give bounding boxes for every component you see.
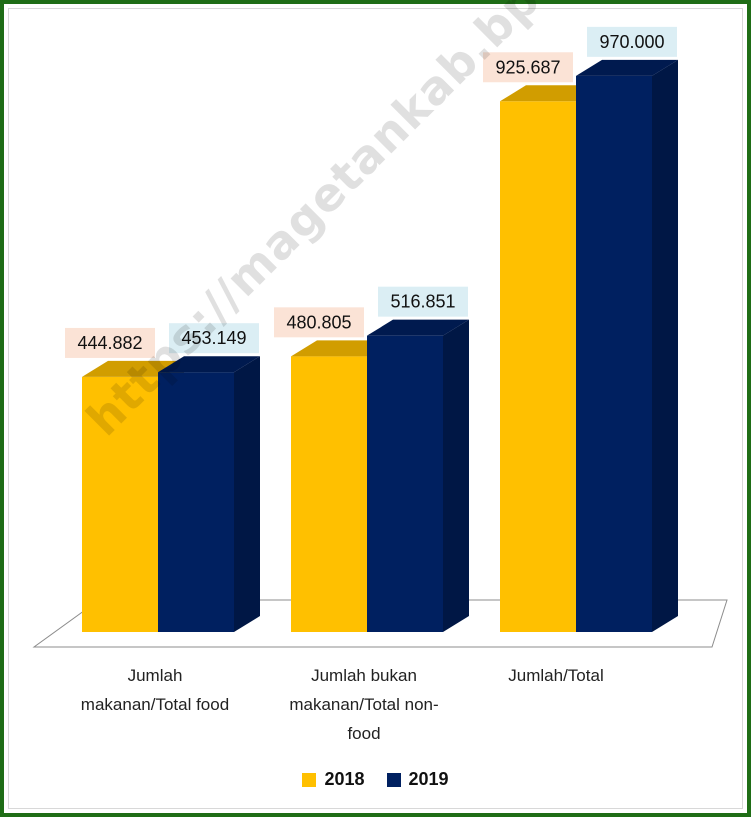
category-label-nonfood: Jumlah bukan makanan/Total non-food <box>269 661 459 748</box>
data-label-box-category-nonfood-2018 <box>274 307 364 338</box>
data-label-box-category-total-2019 <box>587 26 677 57</box>
bar-category-nonfood-2018 <box>291 356 367 632</box>
bar-category-nonfood-2019 <box>367 335 443 632</box>
category-label-line: Jumlah bukan <box>311 666 417 685</box>
data-label-category-food-2019: 453.149 <box>181 328 246 348</box>
bar-category-food-2018 <box>82 376 158 632</box>
data-label-box-category-food-2019 <box>169 323 259 354</box>
bar-side-category-food-2019 <box>234 356 260 632</box>
bar-top-category-total-2019 <box>576 59 678 76</box>
bar-category-total-2018 <box>500 101 576 633</box>
bar-category-total-2019 <box>576 75 652 632</box>
data-label-category-nonfood-2018: 480.805 <box>286 312 351 332</box>
category-label-total: Jumlah/Total <box>461 661 651 690</box>
legend-item-2018: 2018 <box>302 769 365 790</box>
category-label-line: Jumlah/Total <box>508 666 604 685</box>
bar-category-food-2019 <box>158 372 234 632</box>
category-label-line: makanan/Total non- <box>289 695 439 714</box>
category-label-line: makanan/Total food <box>80 695 230 714</box>
chart-frame-inner <box>8 8 743 809</box>
data-label-category-nonfood-2019: 516.851 <box>390 292 455 312</box>
bar-top-category-nonfood-2019 <box>367 319 469 336</box>
data-label-category-total-2019: 970.000 <box>599 32 664 52</box>
bar-side-category-total-2019 <box>652 59 678 633</box>
data-label-box-category-total-2018 <box>483 52 573 83</box>
bar-top-category-food-2019 <box>158 356 260 373</box>
legend-label-2018: 2018 <box>324 769 365 789</box>
category-label-line: Jumlah <box>127 666 183 685</box>
legend-swatch-2019 <box>386 772 401 787</box>
category-label-line: food <box>347 724 381 743</box>
legend-item-2019: 2019 <box>386 769 449 790</box>
data-label-box-category-food-2018 <box>65 327 155 358</box>
legend-swatch-2018 <box>302 772 317 787</box>
data-label-category-total-2018: 925.687 <box>495 57 560 77</box>
legend-label-2019: 2019 <box>408 769 449 789</box>
bar-side-category-nonfood-2019 <box>443 319 469 632</box>
data-label-box-category-nonfood-2019 <box>378 286 468 317</box>
category-label-food: Jumlah makanan/Total food <box>60 661 250 719</box>
data-label-category-food-2018: 444.882 <box>77 333 142 353</box>
legend: 2018 2019 <box>0 769 751 790</box>
